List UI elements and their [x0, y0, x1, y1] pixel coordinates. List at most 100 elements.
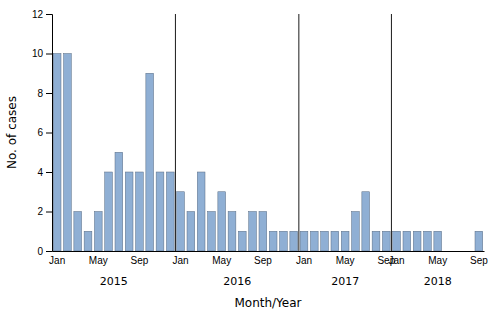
bar	[341, 231, 349, 251]
y-tick: 10	[32, 48, 52, 59]
bar	[146, 73, 154, 251]
y-tick-mark	[46, 54, 52, 55]
bar	[413, 231, 421, 251]
bar	[218, 192, 226, 251]
bar	[64, 54, 72, 252]
bar	[156, 172, 164, 251]
y-tick: 4	[37, 167, 52, 178]
year-label: 2015	[100, 275, 128, 288]
year-labels: 2015 2016 2017 2018	[100, 275, 452, 288]
bar	[372, 231, 380, 251]
bar	[105, 172, 113, 251]
x-tick: Jan	[296, 251, 312, 266]
year-divider	[175, 14, 176, 251]
y-tick: 8	[37, 88, 52, 99]
x-tick-label: Jan	[389, 255, 405, 266]
y-tick-mark	[46, 172, 52, 173]
x-axis-title: Month/Year	[234, 296, 301, 310]
bar	[74, 212, 82, 252]
y-tick-mark	[46, 93, 52, 94]
y-tick-label: 0	[37, 246, 43, 257]
y-axis: 0 2 4 6 8 10 12	[32, 9, 53, 257]
y-tick-label: 2	[37, 206, 43, 217]
y-tick-label: 10	[32, 48, 44, 59]
y-tick-label: 8	[37, 88, 43, 99]
y-tick: 2	[37, 206, 52, 217]
bar	[187, 212, 195, 252]
bar	[300, 231, 308, 251]
x-tick-label: Jan	[49, 255, 65, 266]
x-tick: May	[428, 251, 447, 266]
x-tick-label: May	[89, 255, 108, 266]
year-label: 2018	[424, 275, 452, 288]
bar	[208, 212, 216, 252]
year-divider	[391, 14, 392, 251]
bar	[228, 212, 236, 252]
y-axis-title: No. of cases	[5, 96, 19, 169]
bar	[424, 231, 432, 251]
bar	[259, 212, 267, 252]
bar	[84, 231, 92, 251]
bar	[475, 231, 483, 251]
bar	[382, 231, 390, 251]
y-tick-label: 12	[32, 9, 44, 20]
y-tick-mark	[46, 14, 52, 15]
y-tick-mark	[46, 212, 52, 213]
bar	[249, 212, 257, 252]
year-divider	[298, 14, 299, 251]
bars	[53, 54, 482, 252]
bar	[125, 172, 133, 251]
bar	[393, 231, 401, 251]
bar	[269, 231, 277, 251]
bar	[454, 251, 462, 252]
bar	[115, 152, 123, 251]
x-tick: Jan	[49, 251, 65, 266]
year-label: 2017	[331, 275, 359, 288]
y-tick-label: 4	[37, 167, 43, 178]
y-tick-mark	[46, 251, 52, 252]
bar	[434, 231, 442, 251]
bar	[465, 251, 473, 252]
x-tick-label: May	[212, 255, 231, 266]
x-tick: Jan	[389, 251, 405, 266]
bar	[321, 231, 329, 251]
x-tick-label: May	[336, 255, 355, 266]
bar	[166, 172, 174, 251]
x-tick-label: Sep	[131, 255, 149, 266]
bar	[280, 231, 288, 251]
x-tick-label: Sep	[470, 255, 488, 266]
x-tick-label: Jan	[173, 255, 189, 266]
bar	[362, 192, 370, 251]
bar	[310, 231, 318, 251]
x-tick: Sep	[131, 251, 149, 266]
bar	[331, 231, 339, 251]
x-tick: Jan	[173, 251, 189, 266]
x-tick: May	[336, 251, 355, 266]
x-tick: Sep	[470, 251, 488, 266]
y-tick: 6	[37, 127, 52, 138]
x-tick-label: May	[428, 255, 447, 266]
bar	[290, 231, 298, 251]
x-tick: May	[212, 251, 231, 266]
bar	[238, 231, 246, 251]
x-tick: May	[89, 251, 108, 266]
bar	[352, 212, 360, 252]
y-axis-line	[46, 15, 53, 252]
plot: 0 2 4 6 8 10 12 Jan May Sep Jan May Sep Jan May Sep Jan M…	[5, 9, 488, 310]
dividers	[175, 14, 391, 251]
bar	[177, 192, 185, 251]
bar	[444, 251, 452, 252]
x-axis-line	[53, 251, 485, 252]
y-tick-mark	[46, 133, 52, 134]
bar	[403, 231, 411, 251]
bar	[53, 54, 61, 252]
x-tick-label: Jan	[296, 255, 312, 266]
x-tick-label: Sep	[254, 255, 272, 266]
x-axis: JanMaySepJanMaySepJanMaySepJanMaySep	[49, 251, 488, 266]
y-tick-label: 6	[37, 127, 43, 138]
bar	[136, 172, 144, 251]
y-tick: 12	[32, 9, 52, 20]
x-tick: Sep	[254, 251, 272, 266]
bar	[197, 172, 205, 251]
year-label: 2016	[223, 275, 251, 288]
